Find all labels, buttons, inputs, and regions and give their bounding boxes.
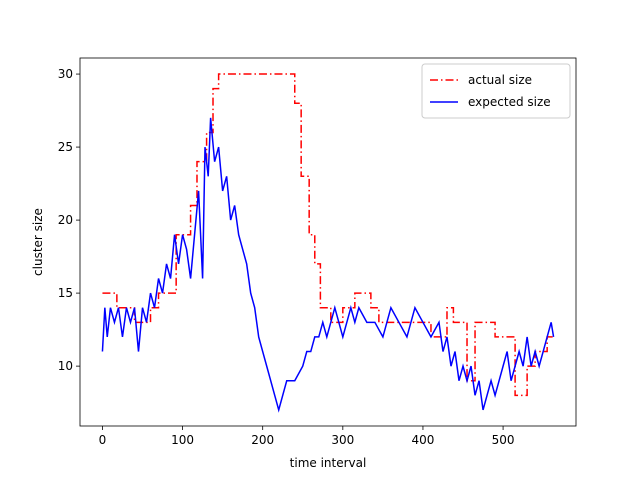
y-axis-label: cluster size	[31, 208, 45, 276]
legend-label: actual size	[468, 73, 532, 87]
x-tick-label: 300	[331, 433, 354, 447]
y-tick-label: 25	[58, 140, 73, 154]
x-tick-label: 400	[412, 433, 435, 447]
y-tick-label: 20	[58, 213, 73, 227]
x-tick-label: 500	[492, 433, 515, 447]
x-axis-label: time interval	[290, 456, 367, 470]
x-tick-label: 200	[251, 433, 274, 447]
x-tick-label: 100	[171, 433, 194, 447]
plot-frame	[79, 57, 577, 427]
data-line	[101, 117, 555, 413]
legend-label: expected size	[468, 95, 551, 109]
y-tick-label: 15	[58, 286, 73, 300]
data-line	[102, 73, 554, 397]
y-tick-label: 10	[58, 359, 73, 373]
x-tick-label: 0	[99, 433, 107, 447]
y-tick-label: 30	[58, 67, 73, 81]
legend-box	[421, 63, 571, 119]
